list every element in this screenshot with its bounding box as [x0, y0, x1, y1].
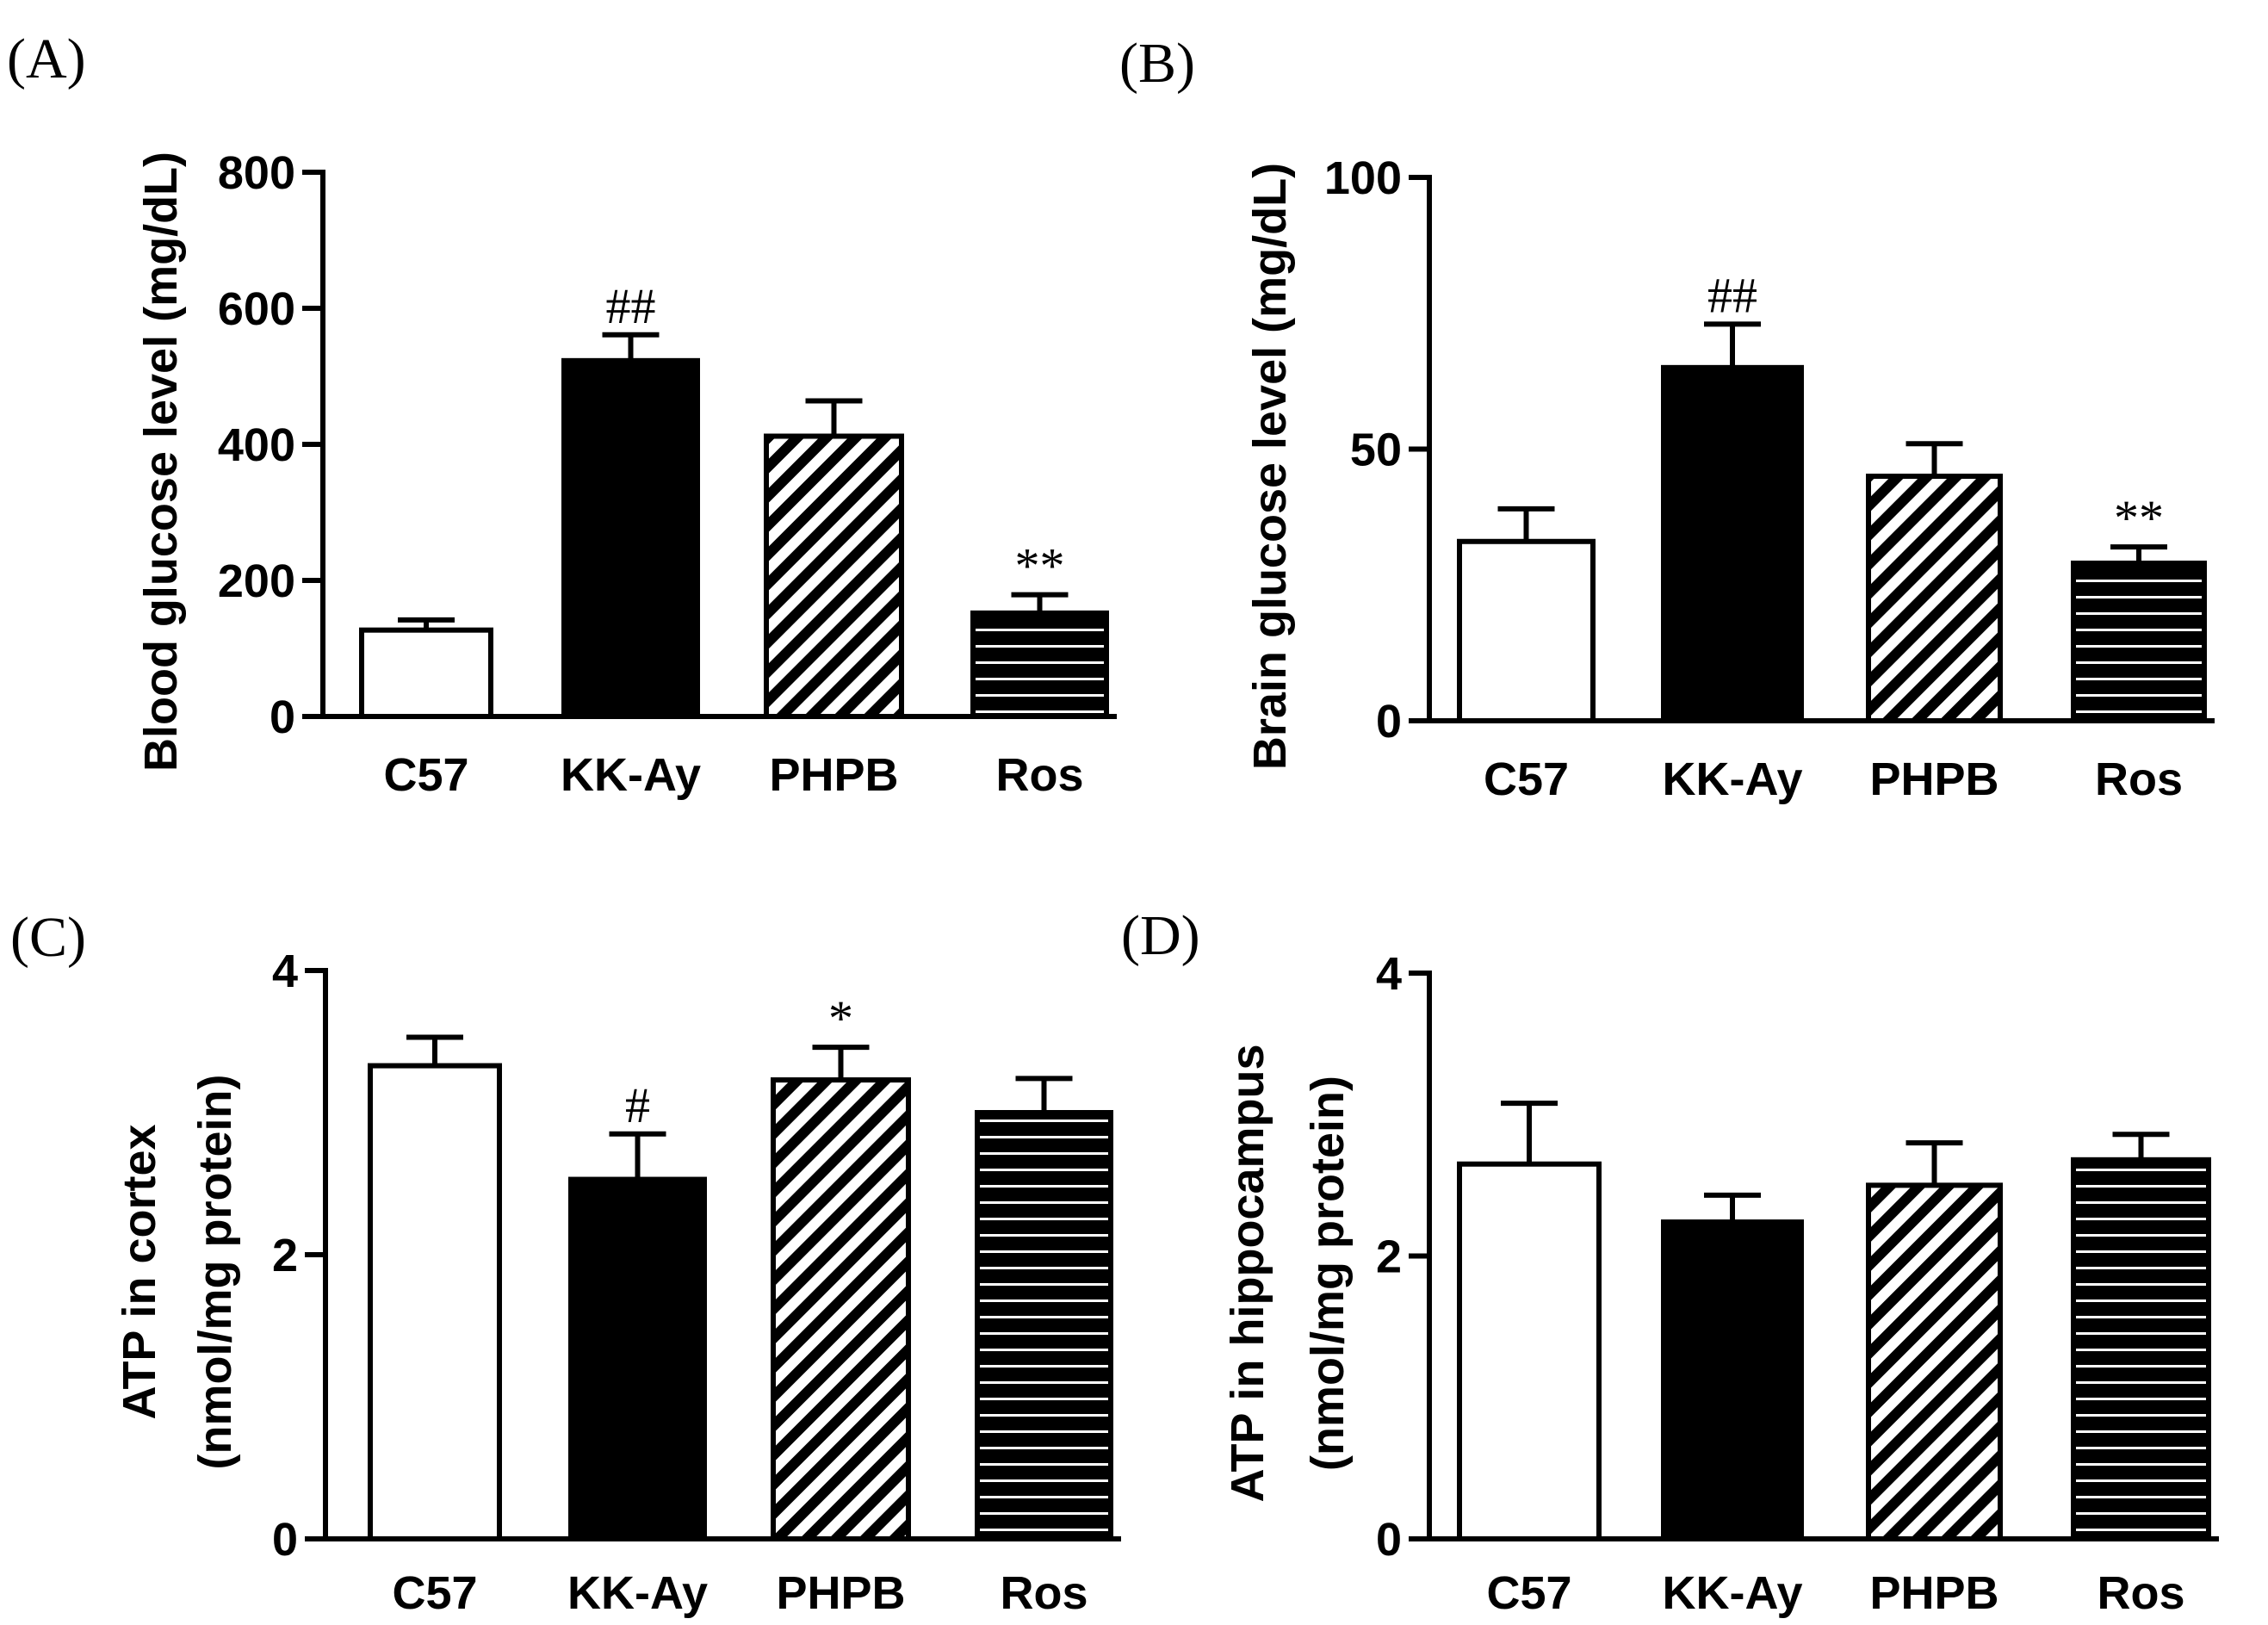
significance-mark: ** — [1015, 538, 1065, 594]
bar-ros — [2071, 1157, 2211, 1542]
bar-c57 — [1457, 538, 1596, 724]
chart-panel-b: (B) C57 ## KK-Ay PHPB ** Ros 0 50 100 Brain glucos… — [1119, 32, 2215, 805]
y-axis-title: ATP in cortex — [114, 1124, 165, 1419]
y-tick-label: 2 — [1376, 1231, 1402, 1283]
bar-phpb — [1866, 1182, 2003, 1541]
panel-label: (D) — [1121, 904, 1200, 967]
y-tick-label: 0 — [1376, 1514, 1402, 1566]
y-tick-label: 600 — [218, 283, 295, 335]
panel-label: (C) — [10, 906, 86, 969]
y-tick-label: 400 — [218, 419, 295, 471]
y-tick-label: 0 — [1376, 696, 1402, 747]
y-tick-label: 4 — [1376, 948, 1402, 1000]
bar-phpb — [764, 433, 904, 719]
significance-mark: # — [625, 1077, 650, 1133]
bar-c57 — [1457, 1161, 1602, 1542]
significance-mark: ** — [2114, 490, 2164, 546]
y-axis-title: ATP in hippocampus — [1222, 1044, 1273, 1502]
category-label: Ros — [2097, 1567, 2184, 1619]
significance-mark: * — [828, 990, 853, 1046]
y-tick-label: 100 — [1324, 152, 1402, 204]
bar-ros — [970, 610, 1109, 719]
bar-c57 — [368, 1063, 502, 1542]
y-tick-label: 200 — [218, 555, 295, 607]
category-label: PHPB — [1869, 1567, 1998, 1619]
y-tick-label: 800 — [218, 147, 295, 199]
chart-panel-a: (A) C57 ## KK-Ay PHPB ** Ros 0 200 400 600 800 Blood… — [7, 28, 1117, 801]
bar-c57 — [359, 627, 493, 719]
category-label: Ros — [2095, 754, 2183, 805]
category-label: C57 — [1484, 754, 1569, 805]
bar-phpb — [771, 1077, 911, 1542]
category-label: C57 — [1486, 1567, 1571, 1619]
chart-panel-d: (D) C57 KK-Ay PHPB Ros 0 2 4 ATP in hippocampus (… — [1121, 904, 2219, 1619]
y-tick-label: 2 — [272, 1230, 298, 1281]
category-label: PHPB — [1869, 754, 1998, 805]
category-label: KK-Ay — [561, 749, 701, 801]
bar-phpb — [1866, 474, 2003, 723]
chart-panel-c: (C) C57 # KK-Ay * PHPB Ros 0 2 4 ATP in cortex (nmo… — [10, 906, 1121, 1619]
significance-mark: ## — [1707, 267, 1757, 323]
bar-kk-ay — [1661, 1219, 1804, 1541]
significance-mark: ## — [606, 278, 656, 334]
category-label: KK-Ay — [567, 1567, 708, 1619]
category-label: Ros — [1000, 1567, 1088, 1619]
category-label: C57 — [392, 1567, 477, 1619]
panel-label: (A) — [7, 28, 86, 90]
y-axis-title: (nmol/mg protein) — [1302, 1076, 1354, 1471]
category-label: Ros — [995, 749, 1083, 801]
bar-kk-ay — [561, 357, 700, 719]
y-tick-label: 0 — [270, 692, 295, 743]
y-tick-label: 50 — [1350, 425, 1402, 476]
y-tick-label: 4 — [272, 946, 298, 997]
bar-ros — [2071, 561, 2207, 724]
y-tick-label: 0 — [272, 1514, 298, 1566]
category-label: KK-Ay — [1662, 1567, 1802, 1619]
bar-kk-ay — [1661, 364, 1804, 723]
bar-kk-ay — [568, 1176, 707, 1542]
y-axis-title: Brain glucose level (mg/dL) — [1244, 163, 1296, 770]
bar-ros — [975, 1110, 1113, 1541]
category-label: C57 — [383, 749, 468, 801]
category-label: KK-Ay — [1662, 754, 1802, 805]
y-axis-title: (nmol/mg protein) — [189, 1075, 241, 1470]
category-label: PHPB — [776, 1567, 905, 1619]
category-label: PHPB — [769, 749, 898, 801]
panel-label: (B) — [1119, 32, 1195, 95]
y-axis-title: Blood glucose level (mg/dL) — [135, 152, 187, 772]
